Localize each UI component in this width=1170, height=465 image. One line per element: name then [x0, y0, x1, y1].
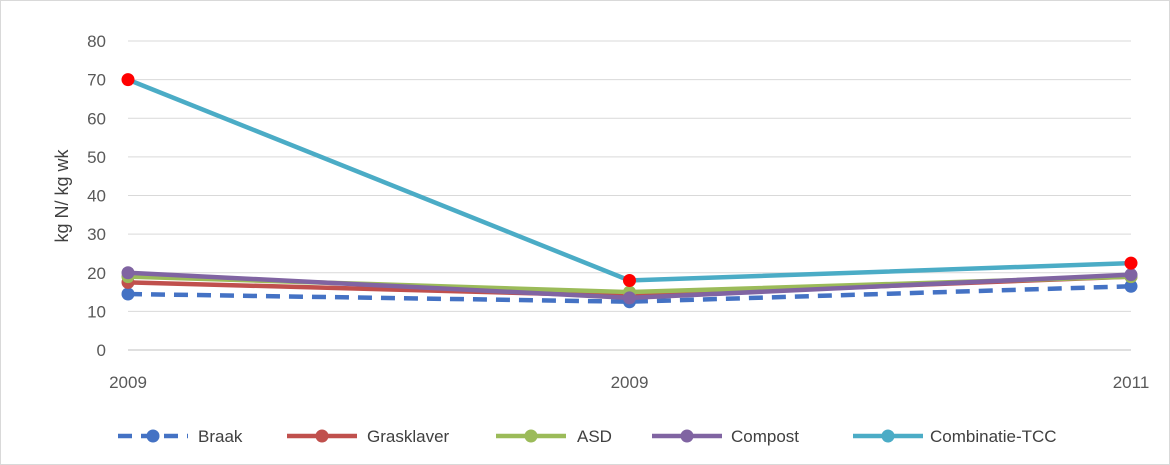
legend-label: Grasklaver — [367, 427, 450, 446]
legend-item: ASD — [496, 427, 612, 446]
y-tick-label: 0 — [97, 341, 106, 360]
y-tick-label: 40 — [87, 187, 106, 206]
legend-swatch-marker — [146, 429, 160, 443]
legend-label: ASD — [577, 427, 612, 446]
data-point — [623, 291, 636, 305]
legend-item: Compost — [652, 427, 799, 446]
data-point — [623, 273, 636, 287]
y-tick-label: 80 — [87, 32, 106, 51]
y-tick-label: 60 — [87, 109, 106, 128]
legend-item: Combinatie-TCC — [853, 427, 1057, 446]
legend-label: Combinatie-TCC — [930, 427, 1057, 446]
x-tick-label: 2011 — [1113, 373, 1150, 392]
series-combinatie-tcc — [121, 73, 1138, 287]
legend-item: Braak — [118, 427, 243, 446]
y-tick-label: 70 — [87, 71, 106, 90]
data-point — [1124, 279, 1138, 293]
y-axis-ticks: 0 10 20 30 40 50 60 70 80 — [87, 32, 106, 360]
legend: Braak Grasklaver ASD Compost Combinatie-TCC — [118, 427, 1057, 446]
legend-label: Compost — [731, 427, 799, 446]
gridlines — [128, 40, 1131, 351]
x-tick-label: 2009 — [109, 373, 147, 392]
y-axis-label: kg N/ kg wk — [52, 148, 72, 242]
y-tick-label: 20 — [87, 264, 106, 283]
data-point — [1124, 268, 1138, 282]
data-point — [121, 73, 135, 87]
legend-item: Grasklaver — [287, 427, 450, 446]
x-axis-ticks: 2009 2009 2011 — [109, 373, 1149, 392]
data-point — [121, 287, 135, 301]
y-tick-label: 10 — [87, 302, 106, 321]
x-tick-label: 2009 — [611, 373, 649, 392]
series-lines — [121, 73, 1138, 309]
y-tick-label: 30 — [87, 225, 106, 244]
data-point — [121, 266, 135, 280]
legend-swatch-marker — [315, 429, 329, 443]
data-point — [1124, 256, 1138, 270]
legend-label: Braak — [198, 427, 243, 446]
legend-swatch-marker — [680, 429, 694, 443]
y-tick-label: 50 — [87, 148, 106, 167]
legend-swatch-marker — [524, 429, 538, 443]
series-line — [127, 284, 1132, 304]
legend-swatch-marker — [881, 429, 895, 443]
series-line — [125, 77, 1134, 283]
series-compost — [121, 266, 1138, 305]
